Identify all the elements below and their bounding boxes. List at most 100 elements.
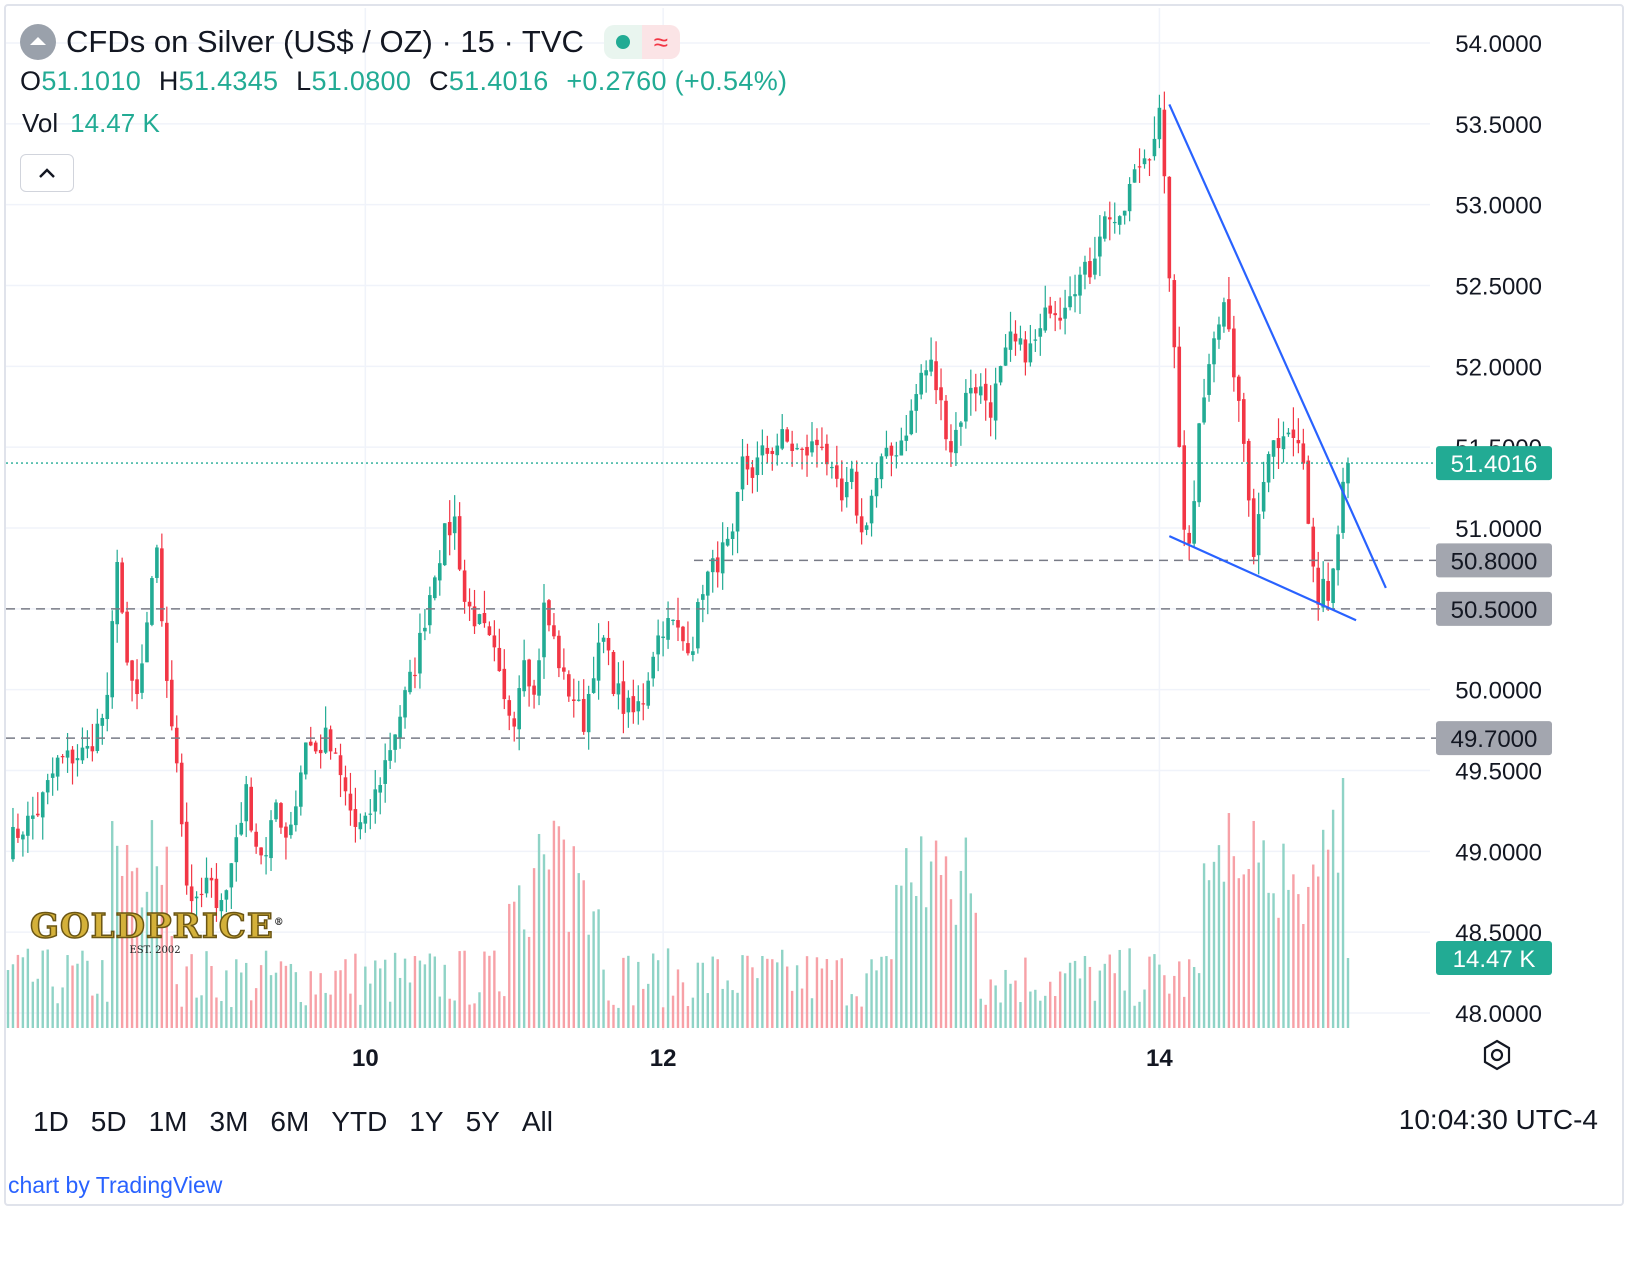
volume-bar <box>1237 878 1241 1028</box>
volume-bar <box>379 968 382 1028</box>
price-tick-label: 49.0000 <box>1455 839 1542 866</box>
candle-body <box>760 445 765 456</box>
candle-body <box>596 642 601 681</box>
change-value: +0.2760 (+0.54%) <box>566 66 788 96</box>
volume-bar <box>850 994 853 1028</box>
volume-bar <box>61 987 64 1028</box>
candle-body <box>1271 440 1276 457</box>
volume-bar <box>1282 843 1285 1028</box>
candle-body <box>720 542 725 574</box>
candle-body <box>775 445 780 456</box>
volume-bar <box>637 961 640 1028</box>
volume-bar <box>1133 1005 1136 1028</box>
volume-bar <box>1242 874 1245 1028</box>
candle-body <box>373 789 378 812</box>
candle-body <box>487 626 492 636</box>
candle-body <box>244 784 249 822</box>
volume-bar <box>1034 989 1037 1028</box>
candle-body <box>323 727 328 753</box>
volume-bar <box>815 957 819 1028</box>
range-1d-button[interactable]: 1D <box>33 1106 69 1137</box>
volume-bar <box>681 982 685 1028</box>
candle-body <box>1142 158 1147 165</box>
candle-body <box>507 700 512 716</box>
candle-body <box>1256 514 1261 556</box>
volume-bar <box>453 1000 456 1028</box>
candle-body <box>348 793 353 811</box>
candle-body <box>502 668 507 700</box>
volume-bar <box>1044 995 1047 1028</box>
candle-body <box>279 803 283 828</box>
candle-body <box>1341 481 1345 533</box>
price-axis[interactable]: 54.000053.500053.000052.500052.000051.50… <box>1455 31 1542 1028</box>
volume-bar <box>572 846 575 1028</box>
candle-body <box>383 760 387 784</box>
volume-bar <box>259 965 263 1028</box>
range-ytd-button[interactable]: YTD <box>331 1106 388 1137</box>
candle-body <box>512 718 517 727</box>
volume-bar <box>230 1007 233 1028</box>
trendline <box>1168 535 1357 622</box>
horizontal-levels[interactable] <box>6 462 1436 739</box>
collapse-legend-button[interactable] <box>20 154 74 192</box>
trendline <box>1168 103 1387 589</box>
volume-bar <box>254 988 258 1028</box>
candle-body <box>1222 302 1226 327</box>
candle-body <box>1073 294 1077 297</box>
status-pill[interactable]: ≈ <box>603 25 680 59</box>
volume-bar <box>1267 892 1270 1028</box>
volume-bar <box>587 934 590 1028</box>
price-tick-label: 48.0000 <box>1455 1001 1542 1028</box>
candle-body <box>1063 307 1067 319</box>
volume-bar <box>701 962 705 1028</box>
candle-body <box>899 440 904 456</box>
volume-bar <box>552 820 556 1028</box>
volume-bar <box>969 893 973 1028</box>
candle-body <box>805 446 809 456</box>
volume-bar <box>1019 1002 1022 1028</box>
candle-body <box>497 647 502 672</box>
range-3m-button[interactable]: 3M <box>209 1106 249 1137</box>
volume-bar <box>915 895 918 1028</box>
volume-bar <box>51 986 54 1028</box>
timezone-clock[interactable]: 10:04:30 UTC-4 <box>1398 1104 1598 1135</box>
range-1m-button[interactable]: 1M <box>148 1106 188 1137</box>
candle-body <box>1083 261 1087 275</box>
candle-body <box>671 619 675 622</box>
volume-bar <box>1098 970 1102 1028</box>
volume-bar <box>1207 880 1211 1028</box>
range-5d-button[interactable]: 5D <box>90 1106 127 1137</box>
range-5y-button[interactable]: 5Y <box>465 1106 500 1137</box>
symbol-title[interactable]: CFDs on Silver (US$ / OZ) · 15 · TVC <box>66 24 584 59</box>
trendlines[interactable] <box>1168 103 1387 622</box>
candle-body <box>874 478 879 497</box>
volume-bar <box>890 959 893 1028</box>
candle-body <box>60 756 65 758</box>
candle-body <box>730 531 735 540</box>
candle-body <box>303 742 308 775</box>
volume-bar <box>805 956 809 1028</box>
candle-body <box>1301 443 1306 464</box>
time-axis[interactable]: 10 12 14 <box>352 1045 1173 1072</box>
range-6m-button[interactable]: 6M <box>270 1106 310 1137</box>
candle-body <box>35 813 40 816</box>
range-all-button[interactable]: All <box>521 1106 553 1137</box>
candle-body <box>750 467 755 478</box>
volume-bar <box>1004 969 1007 1028</box>
candle-body <box>522 660 526 692</box>
volume-bar <box>766 958 769 1028</box>
volume-bar <box>1336 872 1340 1028</box>
volume-bar <box>880 956 883 1028</box>
tradingview-attribution-link[interactable]: chart by TradingView <box>8 1172 223 1198</box>
volume-bar <box>115 845 119 1028</box>
volume-value: 14.47 K <box>70 108 160 138</box>
candle-body <box>954 429 958 454</box>
range-1y-button[interactable]: 1Y <box>409 1106 444 1137</box>
volume-bar <box>1039 1000 1042 1028</box>
volume-bar <box>1217 845 1221 1028</box>
approx-wave-icon: ≈ <box>641 25 680 59</box>
volume-bar <box>1073 960 1077 1028</box>
chart-settings-button[interactable] <box>1478 1036 1516 1074</box>
volume-bar <box>1178 961 1181 1028</box>
